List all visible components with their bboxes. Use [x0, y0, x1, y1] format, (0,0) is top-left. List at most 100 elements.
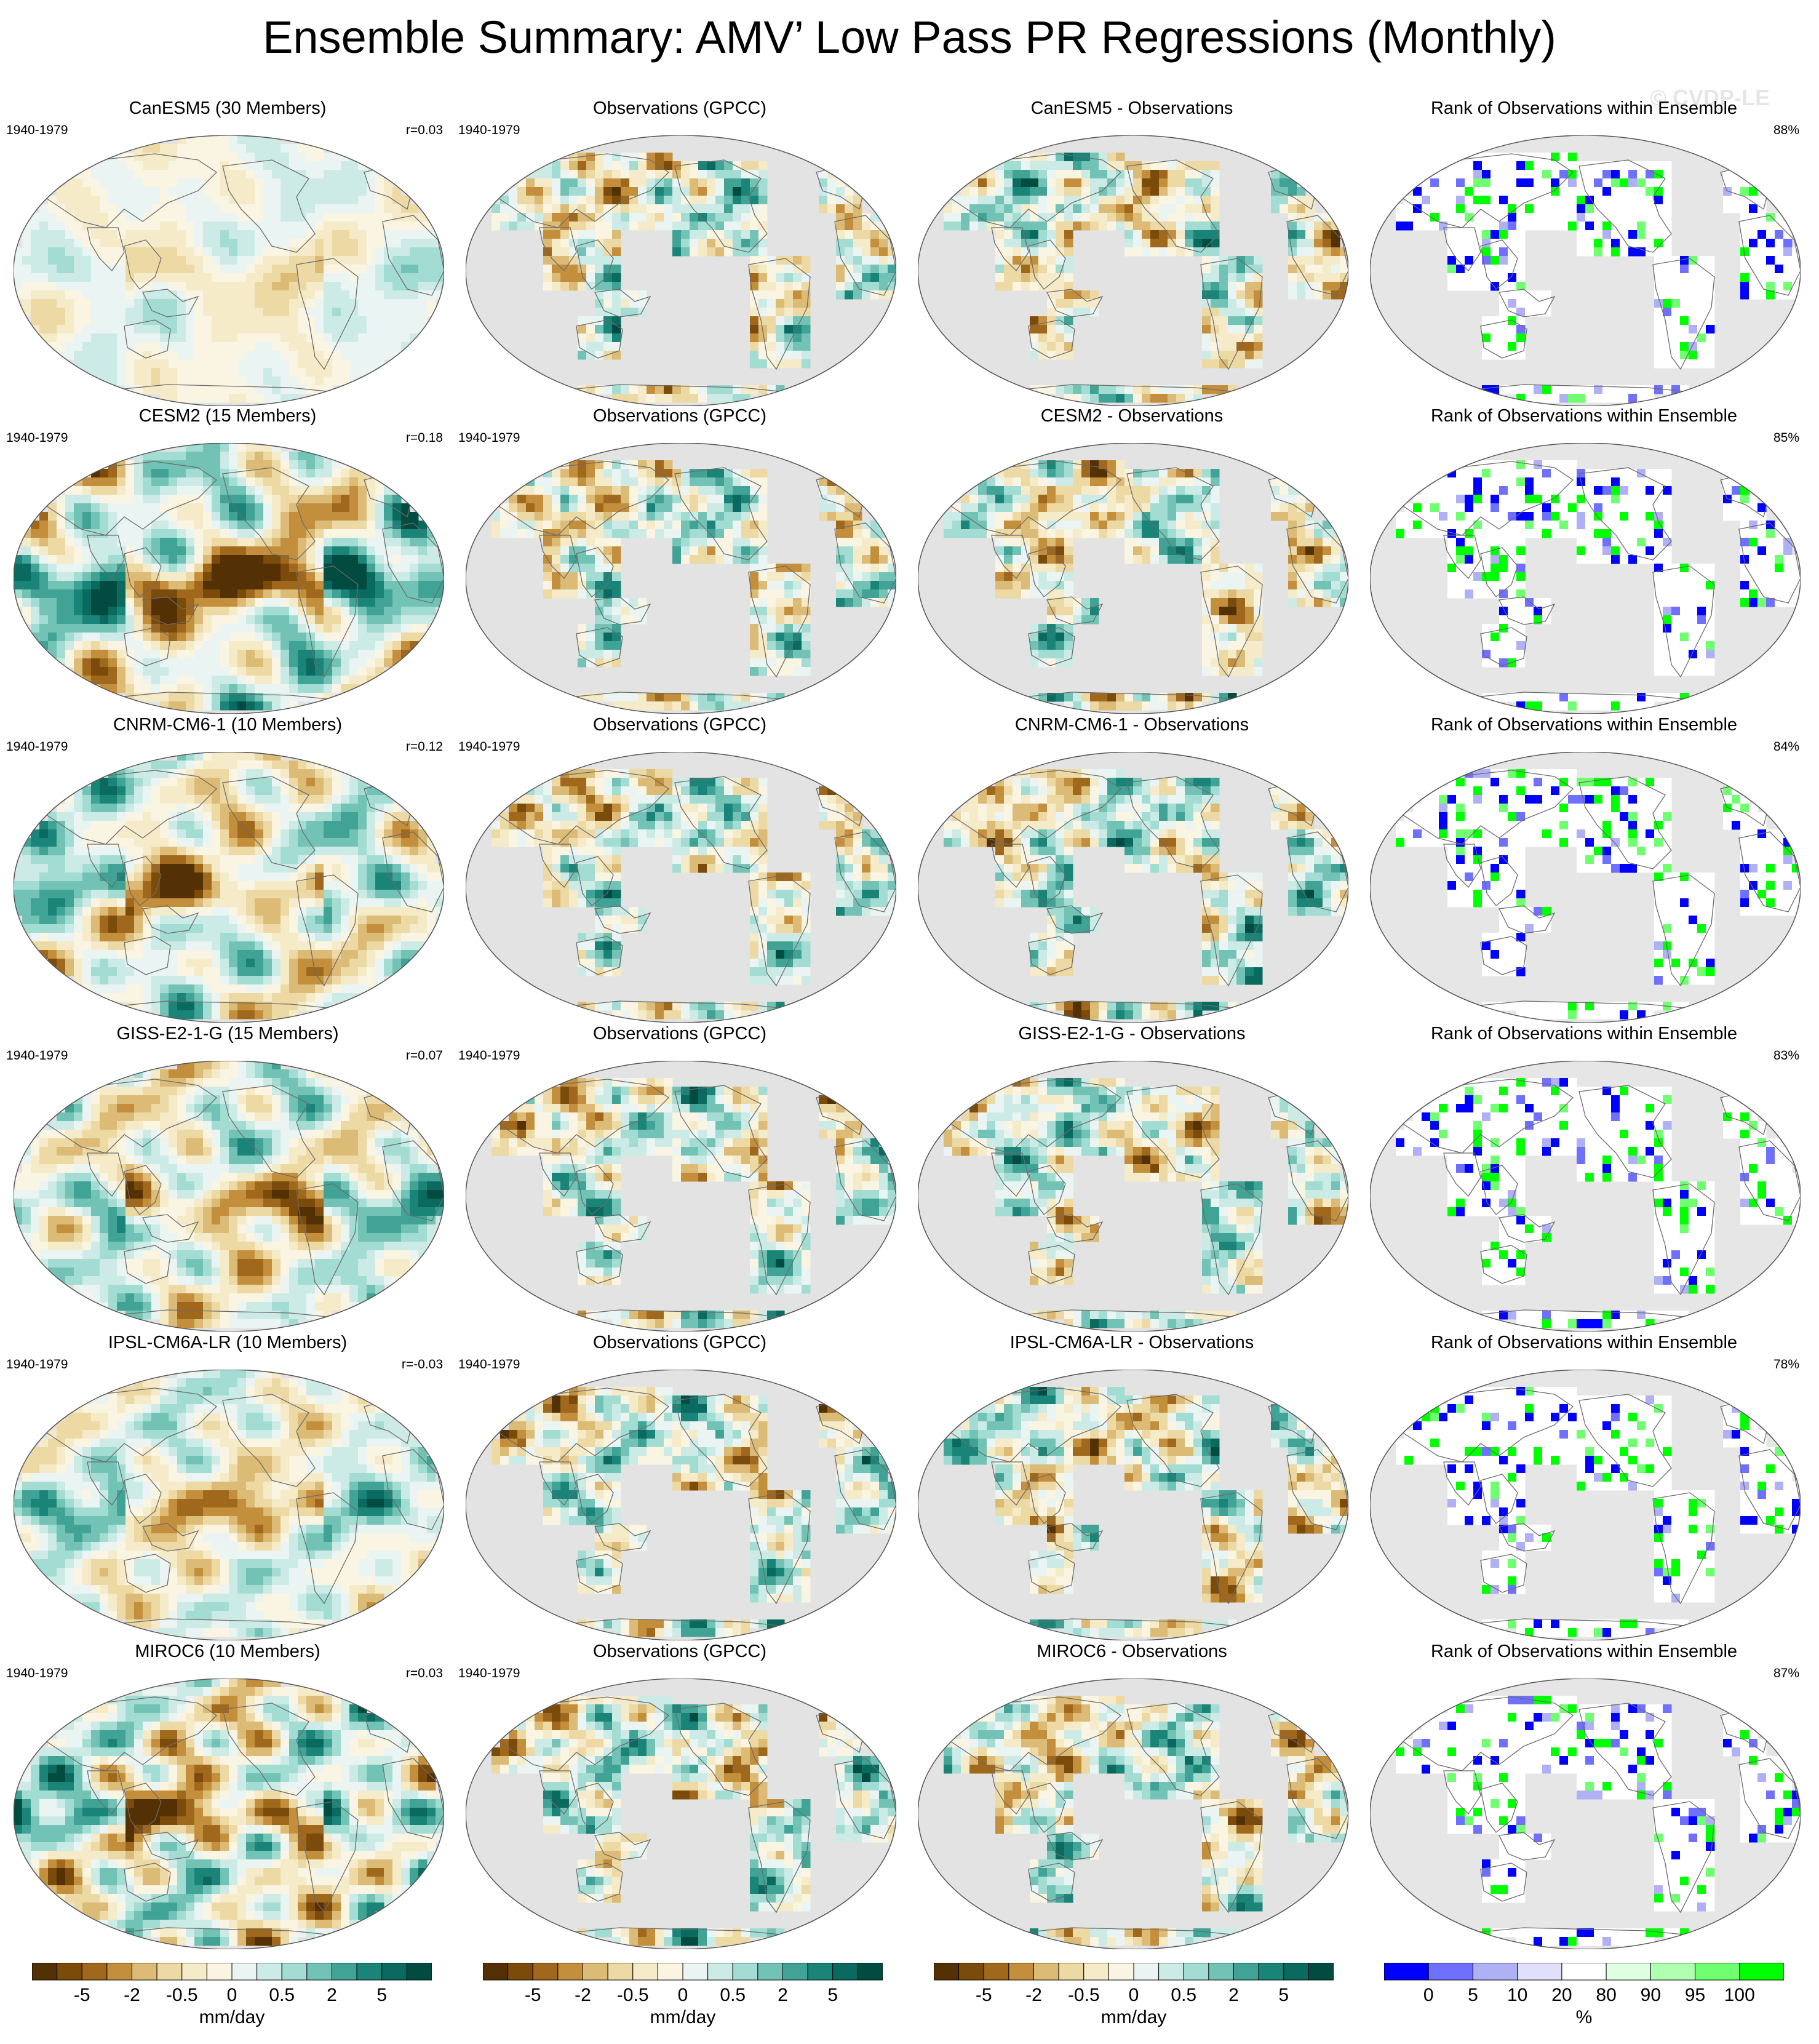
- grid-cell: [117, 273, 126, 282]
- grid-cell: [1766, 213, 1775, 222]
- grid-cell: [612, 213, 621, 222]
- grid-cell: [1637, 178, 1646, 188]
- grid-cell: [229, 555, 238, 564]
- grid-cell: [1568, 187, 1577, 196]
- grid-cell: [1211, 213, 1220, 222]
- grid-cell: [1323, 256, 1332, 265]
- grid-cell: [117, 290, 126, 300]
- grid-cell: [427, 607, 436, 616]
- grid-cell: [638, 170, 647, 179]
- grid-cell: [1559, 196, 1569, 205]
- grid-cell: [1228, 316, 1237, 325]
- grid-cell: [281, 615, 290, 625]
- grid-cell: [65, 555, 74, 564]
- grid-cell: [212, 299, 221, 308]
- grid-cell: [349, 607, 359, 616]
- grid-cell: [324, 581, 333, 590]
- grid-cell: [1740, 256, 1749, 265]
- grid-cell: [212, 495, 221, 504]
- grid-cell: [612, 196, 621, 205]
- grid-cell: [1706, 333, 1715, 343]
- grid-cell: [151, 589, 161, 599]
- grid-cell: [952, 213, 961, 222]
- grid-cell: [306, 641, 316, 650]
- grid-cell: [1637, 196, 1646, 205]
- grid-cell: [392, 256, 402, 265]
- grid-cell: [289, 684, 298, 693]
- grid-cell: [1090, 222, 1099, 231]
- grid-cell: [1491, 230, 1500, 239]
- grid-cell: [595, 204, 604, 214]
- grid-cell: [888, 581, 896, 590]
- grid-cell: [1081, 161, 1091, 170]
- grid-cell: [375, 512, 384, 521]
- grid-cell: [324, 273, 333, 282]
- grid-cell: [237, 144, 247, 153]
- grid-cell: [177, 546, 186, 556]
- grid-cell: [1271, 196, 1280, 205]
- grid-cell: [750, 222, 759, 231]
- grid-cell: [367, 170, 376, 179]
- grid-cell: [664, 222, 673, 231]
- grid-cell: [48, 581, 57, 590]
- grid-cell: [1124, 204, 1134, 214]
- grid-cell: [48, 256, 57, 265]
- grid-cell: [595, 282, 604, 291]
- grid-cell: [212, 658, 221, 668]
- grid-cell: [281, 701, 290, 711]
- grid-cell: [255, 144, 264, 153]
- grid-cell: [1508, 196, 1517, 205]
- grid-cell: [1465, 273, 1474, 282]
- grid-cell: [125, 351, 135, 360]
- grid-cell: [220, 368, 229, 377]
- grid-cell: [57, 615, 66, 625]
- grid-cell: [552, 589, 561, 599]
- grid-cell: [349, 170, 359, 179]
- grid-cell: [758, 265, 768, 274]
- grid-cell: [427, 615, 436, 625]
- grid-cell: [1456, 273, 1465, 282]
- grid-cell: [22, 538, 31, 547]
- grid-cell: [169, 153, 178, 162]
- grid-cell: [586, 633, 595, 642]
- grid-cell: [1064, 325, 1073, 334]
- grid-cell: [306, 495, 316, 504]
- grid-cell: [793, 308, 802, 317]
- grid-cell: [1047, 385, 1056, 394]
- grid-cell: [552, 282, 561, 291]
- grid-cell: [1202, 325, 1211, 334]
- grid-cell: [39, 641, 49, 650]
- grid-cell: [1723, 204, 1732, 214]
- grid-cell: [995, 178, 1005, 188]
- grid-cell: [384, 641, 393, 650]
- grid-cell: [392, 222, 402, 231]
- grid-cell: [1757, 196, 1767, 205]
- grid-cell: [578, 187, 587, 196]
- grid-cell: [341, 265, 350, 274]
- grid-cell: [1021, 187, 1030, 196]
- grid-cell: [324, 204, 333, 214]
- grid-cell: [862, 564, 871, 573]
- grid-cell: [1766, 230, 1775, 239]
- grid-cell: [358, 342, 367, 351]
- grid-cell: [401, 316, 410, 325]
- grid-cell: [349, 368, 359, 377]
- grid-cell: [306, 676, 316, 685]
- grid-cell: [552, 222, 561, 231]
- grid-cell: [203, 477, 212, 487]
- grid-cell: [57, 290, 66, 300]
- grid-cell: [1671, 316, 1681, 325]
- grid-cell: [375, 308, 384, 317]
- grid-cell: [177, 273, 186, 282]
- grid-cell: [82, 342, 92, 351]
- grid-cell: [1602, 161, 1612, 170]
- grid-cell: [410, 512, 419, 521]
- grid-cell: [160, 538, 169, 547]
- grid-cell: [229, 153, 238, 162]
- grid-cell: [194, 641, 204, 650]
- grid-cell: [212, 581, 221, 590]
- grid-cell: [1030, 161, 1039, 170]
- grid-cell: [169, 273, 178, 282]
- grid-cell: [332, 469, 341, 478]
- grid-cell: [65, 351, 74, 360]
